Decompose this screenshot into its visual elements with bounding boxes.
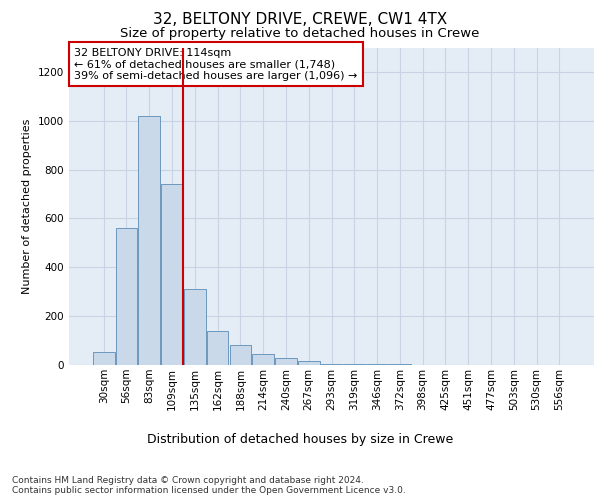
- Bar: [298, 362, 320, 365]
- Bar: [366, 364, 388, 365]
- Text: 32 BELTONY DRIVE: 114sqm
← 61% of detached houses are smaller (1,748)
39% of sem: 32 BELTONY DRIVE: 114sqm ← 61% of detach…: [74, 48, 358, 80]
- Text: Size of property relative to detached houses in Crewe: Size of property relative to detached ho…: [121, 28, 479, 40]
- Text: Distribution of detached houses by size in Crewe: Distribution of detached houses by size …: [147, 432, 453, 446]
- Bar: [139, 116, 160, 365]
- Bar: [275, 358, 297, 365]
- Bar: [116, 228, 137, 365]
- Text: Contains HM Land Registry data © Crown copyright and database right 2024.
Contai: Contains HM Land Registry data © Crown c…: [12, 476, 406, 495]
- Bar: [389, 364, 410, 365]
- Text: 32, BELTONY DRIVE, CREWE, CW1 4TX: 32, BELTONY DRIVE, CREWE, CW1 4TX: [153, 12, 447, 28]
- Bar: [320, 364, 343, 365]
- Y-axis label: Number of detached properties: Number of detached properties: [22, 118, 32, 294]
- Bar: [230, 346, 251, 365]
- Bar: [253, 354, 274, 365]
- Bar: [343, 364, 365, 365]
- Bar: [161, 184, 183, 365]
- Bar: [93, 352, 115, 365]
- Bar: [207, 331, 229, 365]
- Bar: [184, 290, 206, 365]
